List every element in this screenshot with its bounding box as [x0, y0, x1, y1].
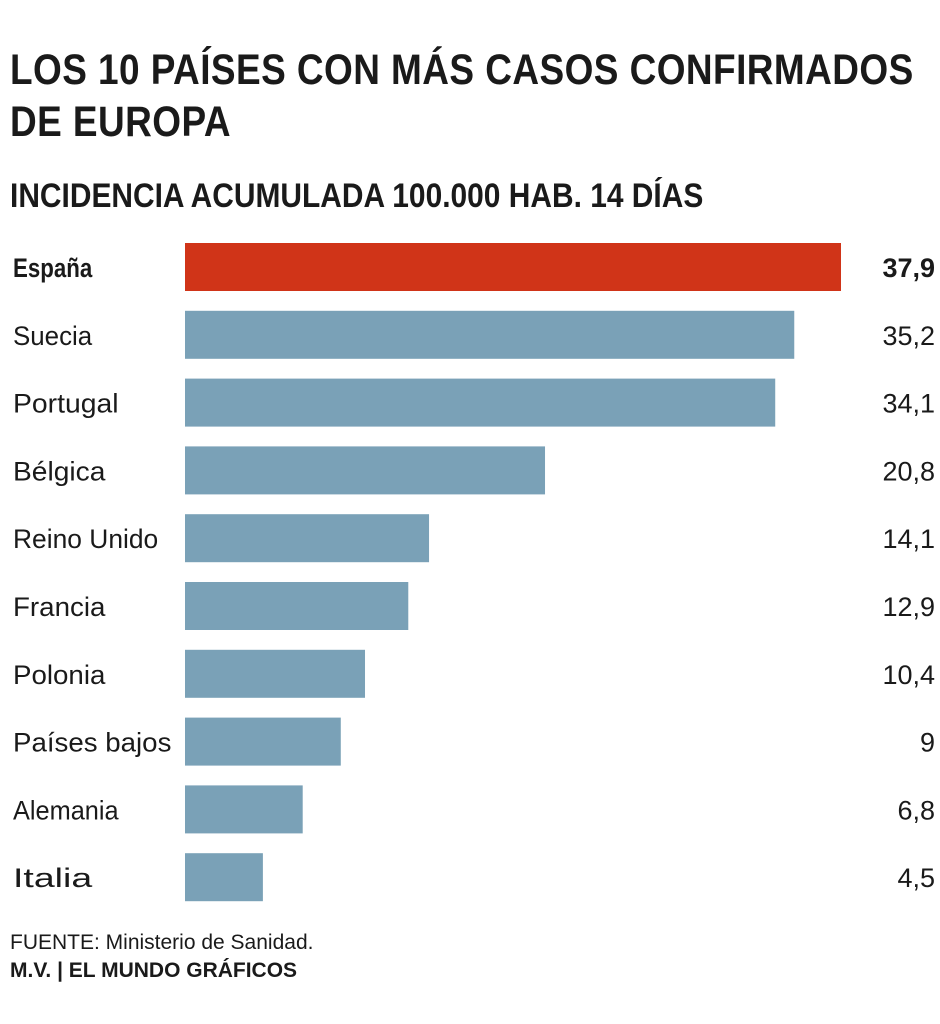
value-label-portugal: 34,1: [882, 389, 935, 419]
value-label-alemania: 6,8: [897, 795, 935, 825]
bar-espana: [185, 243, 841, 291]
bar-polonia: [185, 649, 366, 698]
value-label-italia: 4,5: [897, 863, 935, 893]
category-label-polonia: Polonia: [13, 660, 106, 690]
bar-portugal: [185, 378, 776, 427]
chart-subtitle: INCIDENCIA ACUMULADA 100.000 HAB. 14 DÍA…: [10, 177, 704, 215]
chart-title: LOS 10 PAÍSES CON MÁS CASOS CONFIRMADOS …: [10, 46, 914, 146]
bar-belgica: [185, 446, 546, 495]
bar-francia: [185, 582, 409, 630]
value-label-espana: 37,9: [882, 253, 935, 283]
value-label-belgica: 20,8: [882, 456, 935, 486]
value-label-reino-unido: 14,1: [882, 524, 935, 554]
bar-suecia: [185, 310, 795, 359]
category-label-alemania: Alemania: [13, 795, 120, 825]
category-label-paises-bajos: Países bajos: [13, 728, 171, 758]
category-label-reino-unido: Reino Unido: [13, 524, 158, 554]
bar-italia: [185, 853, 263, 902]
category-label-suecia: Suecia: [13, 321, 93, 351]
bar-paises-bajos: [185, 717, 341, 766]
credit-line: M.V. | EL MUNDO GRÁFICOS: [10, 959, 298, 982]
value-label-paises-bajos: 9: [920, 728, 935, 758]
category-label-belgica: Bélgica: [13, 456, 106, 486]
category-label-portugal: Portugal: [13, 389, 119, 419]
bar-chart: España 37,9 Suecia 35,2 Portugal 34,1 Bélgica 2…: [13, 243, 935, 902]
category-label-italia: Italia: [13, 863, 94, 893]
bar-alemania: [185, 785, 303, 834]
bar-reino-unido: [185, 514, 430, 563]
category-label-francia: Francia: [13, 592, 106, 622]
value-label-polonia: 10,4: [882, 660, 935, 690]
value-label-francia: 12,9: [882, 592, 935, 622]
source-note: FUENTE: Ministerio de Sanidad.: [10, 931, 314, 954]
category-label-espana: España: [13, 253, 93, 283]
value-label-suecia: 35,2: [882, 321, 935, 351]
